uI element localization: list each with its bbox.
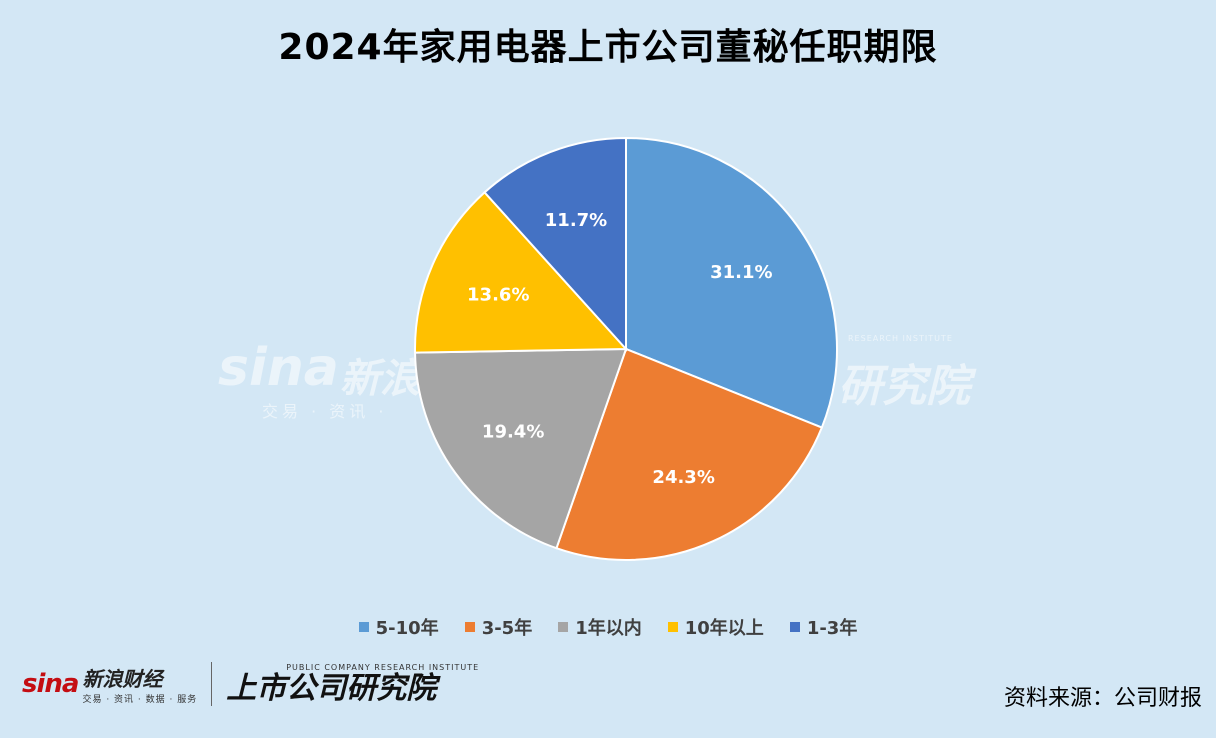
pie-chart: 31.1% 24.3% 19.4% 13.6% 11.7% — [414, 136, 838, 561]
data-label-3-5-years: 24.3% — [652, 467, 714, 488]
pie-slice-1-3-years — [483, 136, 627, 352]
institute-name: 上市公司研究院 — [226, 670, 437, 706]
footer-branding: sina 新浪财经 交易 · 资讯 · 数据 · 服务 PUBLIC COMPA… — [22, 660, 479, 708]
sina-finance-brand: 新浪财经 交易 · 资讯 · 数据 · 服务 — [82, 663, 197, 705]
legend-item-5-10-years: 5-10年 — [358, 614, 439, 640]
data-label-5-10-years: 31.1% — [710, 262, 772, 283]
legend-label: 1年以内 — [575, 618, 642, 639]
pie-slice-under-1-year — [414, 347, 628, 550]
legend-item-3-5-years: 3-5年 — [464, 614, 533, 640]
data-label-under-1-year: 19.4% — [482, 422, 544, 443]
brand-divider — [211, 662, 213, 706]
legend-label: 5-10年 — [375, 618, 439, 639]
pie-slice-5-10-years — [625, 136, 838, 429]
institute-en: PUBLIC COMPANY RESEARCH INSTITUTE — [286, 662, 480, 672]
sina-logo: sina — [22, 669, 79, 699]
data-label-over-10-years: 13.6% — [467, 285, 529, 306]
legend-swatch — [789, 622, 800, 632]
chart-legend: 5-10年 3-5年 1年以内 10年以上 1-3年 — [0, 614, 1216, 640]
data-label-1-3-years: 11.7% — [545, 210, 607, 231]
legend-item-over-10-years: 10年以上 — [667, 614, 764, 640]
institute-brand: PUBLIC COMPANY RESEARCH INSTITUTE 上市公司研究… — [226, 663, 479, 706]
chart-title: 2024年家用电器上市公司董秘任职期限 — [278, 27, 938, 68]
legend-swatch — [464, 622, 475, 632]
brand-name: 新浪财经 — [82, 667, 163, 691]
legend-swatch — [667, 622, 678, 632]
pie-slice-over-10-years — [414, 190, 629, 354]
legend-item-1-3-years: 1-3年 — [789, 614, 858, 640]
data-source: 资料来源：公司财报 — [1003, 686, 1202, 711]
legend-item-under-1-year: 1年以内 — [558, 614, 642, 640]
legend-label: 3-5年 — [481, 618, 533, 639]
legend-swatch — [358, 622, 369, 632]
legend-label: 10年以上 — [684, 618, 764, 639]
legend-label: 1-3年 — [806, 618, 858, 639]
pie-slice-3-5-years — [555, 347, 824, 561]
legend-swatch — [558, 622, 569, 632]
brand-tagline: 交易 · 资讯 · 数据 · 服务 — [82, 695, 198, 705]
